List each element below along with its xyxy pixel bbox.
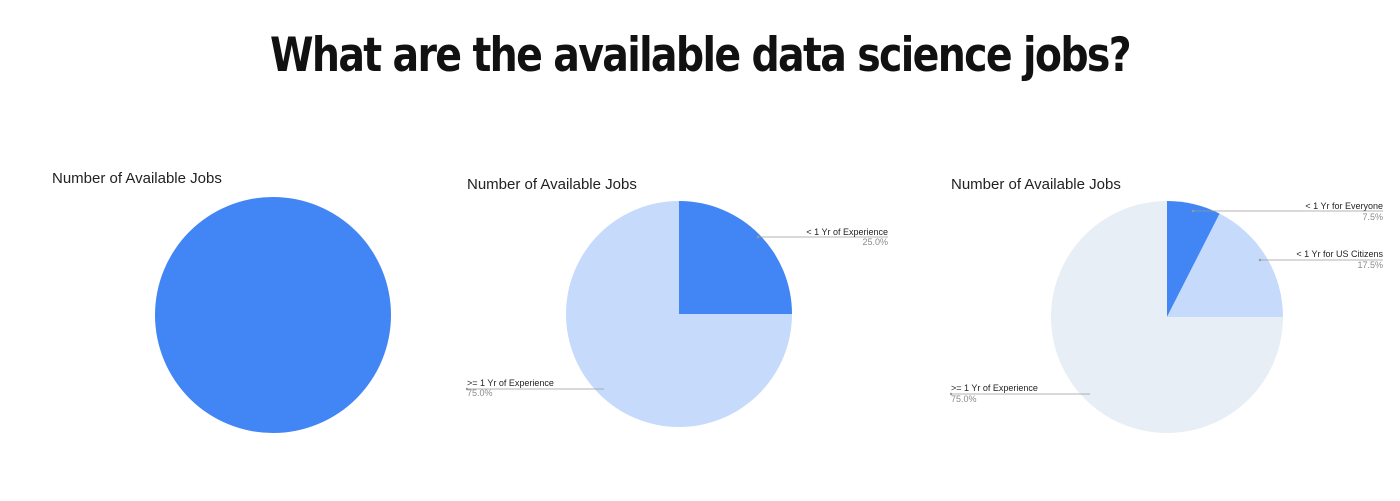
leader-dot: [1258, 258, 1262, 262]
slice-label: < 1 Yr for US Citizens: [1296, 249, 1383, 259]
chart-1-title: Number of Available Jobs: [52, 170, 222, 187]
pie-chart-1: [155, 197, 391, 433]
slice-label: >= 1 Yr of Experience: [951, 383, 1038, 393]
slide-title: What are the available data science jobs…: [270, 28, 1132, 83]
leader-dot: [756, 235, 760, 239]
slice-percent-label: 75.0%: [467, 388, 493, 398]
pie-slice: [679, 201, 792, 314]
slice-percent-label: 25.0%: [862, 237, 888, 247]
leader-dot: [1191, 209, 1195, 213]
pie-slice: [1167, 213, 1283, 317]
pie-slice: [1051, 201, 1283, 433]
pie-slice: [1167, 201, 1220, 317]
slice-percent-label: 7.5%: [1362, 212, 1383, 222]
slice-percent-label: 75.0%: [951, 394, 977, 404]
slice-label: < 1 Yr of Experience: [806, 227, 888, 237]
slice-label: >= 1 Yr of Experience: [467, 378, 554, 388]
slice-percent-label: 17.5%: [1357, 260, 1383, 270]
slice-label: < 1 Yr for Everyone: [1305, 201, 1383, 211]
chart-3-title: Number of Available Jobs: [951, 176, 1121, 193]
pie-slice: [155, 197, 391, 433]
chart-2-title: Number of Available Jobs: [467, 176, 637, 193]
leader-dot: [465, 387, 469, 391]
leader-dot: [949, 392, 953, 396]
pie-slice: [566, 201, 792, 427]
